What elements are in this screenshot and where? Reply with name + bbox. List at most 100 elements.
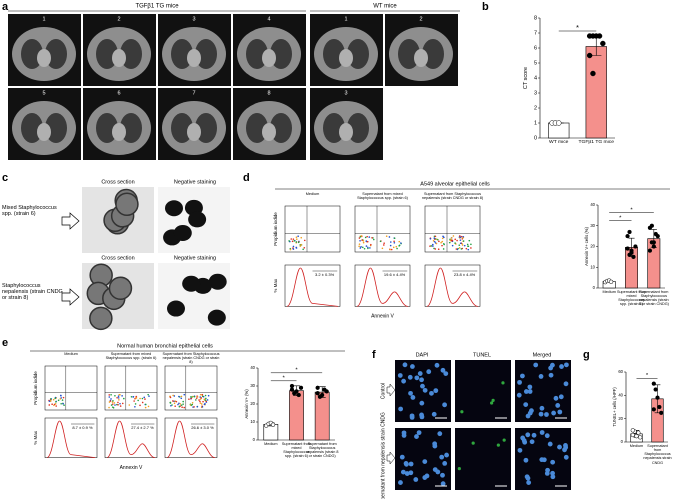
flow-dot: [171, 404, 173, 406]
tunel-spot: [471, 441, 475, 445]
nucleus: [539, 430, 545, 435]
flow-dot: [431, 243, 434, 246]
flow-dot: [119, 405, 122, 407]
tunel-spot: [501, 381, 505, 385]
nucleus: [527, 384, 533, 390]
flow-dot: [365, 245, 368, 247]
flow-dot: [204, 399, 207, 401]
image-number: 8: [267, 90, 270, 96]
flow-dot: [195, 397, 198, 399]
flow-dot: [396, 247, 398, 250]
flow-dot: [459, 239, 462, 241]
flow-dot: [118, 399, 120, 401]
flow-dot: [111, 401, 114, 403]
flow-dot: [300, 236, 303, 239]
flow-dot: [452, 235, 455, 237]
em-cell: [173, 224, 192, 241]
nucleus: [401, 433, 407, 438]
flow-dot: [385, 235, 388, 237]
flow-dot: [110, 393, 112, 396]
flow-dot: [108, 394, 111, 396]
flow-dot: [398, 245, 400, 247]
nucleus: [398, 406, 404, 412]
sig-star: *: [619, 215, 622, 221]
nucleus: [517, 379, 522, 385]
flow-dot: [147, 393, 149, 396]
y-tick-label: 4: [534, 75, 537, 81]
flow-dot: [383, 242, 385, 244]
panel-letter: g: [583, 349, 590, 361]
flow-dot: [114, 404, 116, 406]
nucleus: [564, 362, 569, 368]
data-point: [289, 383, 295, 389]
flow-dot: [147, 405, 150, 408]
label-box: Supernatant from Staphylococcus nepalens…: [306, 442, 339, 458]
flow-dot: [116, 396, 118, 399]
data-point: [629, 250, 634, 255]
flow-dot: [433, 240, 436, 243]
y-tick-label: 40: [618, 392, 623, 397]
flow-dot: [393, 241, 396, 244]
micrograph: [515, 360, 571, 422]
flow-dot: [433, 247, 435, 250]
nucleus: [557, 444, 562, 450]
flow-dot: [359, 240, 361, 242]
flow-dot: [303, 246, 306, 249]
flow-dot: [173, 402, 176, 405]
flow-dot: [358, 237, 361, 239]
nucleus: [526, 480, 532, 486]
tunel-spot: [457, 467, 461, 471]
flow-dot: [433, 237, 436, 239]
flow-dot: [189, 404, 192, 406]
label-box: Medium: [64, 352, 78, 356]
bar: [289, 390, 304, 441]
flow-dot: [191, 403, 194, 406]
flow-dot: [295, 236, 298, 238]
data-point: [630, 428, 635, 433]
flow-dot: [175, 400, 178, 403]
flow-dot: [111, 403, 114, 405]
ct-lung: [270, 39, 292, 69]
hist-label: 23.8 ± 4.4%: [454, 272, 476, 277]
flow-dot: [144, 403, 147, 406]
nucleus: [398, 480, 403, 485]
flow-dot: [368, 236, 371, 238]
flow-dot: [448, 241, 451, 244]
nucleus: [442, 402, 448, 408]
nucleus: [433, 388, 439, 394]
flow-dot: [443, 243, 445, 246]
arrow: [386, 383, 396, 397]
nucleus: [538, 411, 544, 417]
flow-dot: [169, 396, 172, 399]
bar: [314, 391, 330, 441]
nucleus: [539, 457, 545, 463]
flow-dot: [441, 237, 444, 240]
flow-plot: [354, 205, 411, 253]
flow-dot: [442, 235, 444, 238]
flow-dot: [395, 245, 398, 248]
flow-dot: [367, 247, 369, 250]
flow-dot: [429, 238, 432, 240]
flow-dot: [295, 247, 298, 249]
label-box: Medium: [602, 290, 616, 294]
image-number: 3: [192, 16, 195, 22]
flow-dot: [199, 402, 202, 404]
flow-dot: [191, 401, 194, 404]
nucleus: [440, 367, 446, 373]
label: Medium: [602, 290, 616, 294]
flow-dot: [389, 241, 392, 243]
tunel-spot: [491, 398, 495, 402]
flow-dot: [199, 398, 202, 400]
label-box: Medium: [264, 442, 277, 446]
flow-dot: [193, 406, 195, 408]
nucleus: [547, 441, 553, 447]
ct-heart: [262, 49, 276, 67]
flow-dot: [382, 244, 385, 246]
arrow: [61, 288, 80, 306]
flow-dot: [293, 240, 296, 242]
flow-dot: [179, 403, 182, 405]
flow-dot: [135, 397, 137, 399]
ct-heart: [37, 49, 51, 67]
nucleus: [442, 461, 448, 466]
data-point: [655, 233, 660, 239]
